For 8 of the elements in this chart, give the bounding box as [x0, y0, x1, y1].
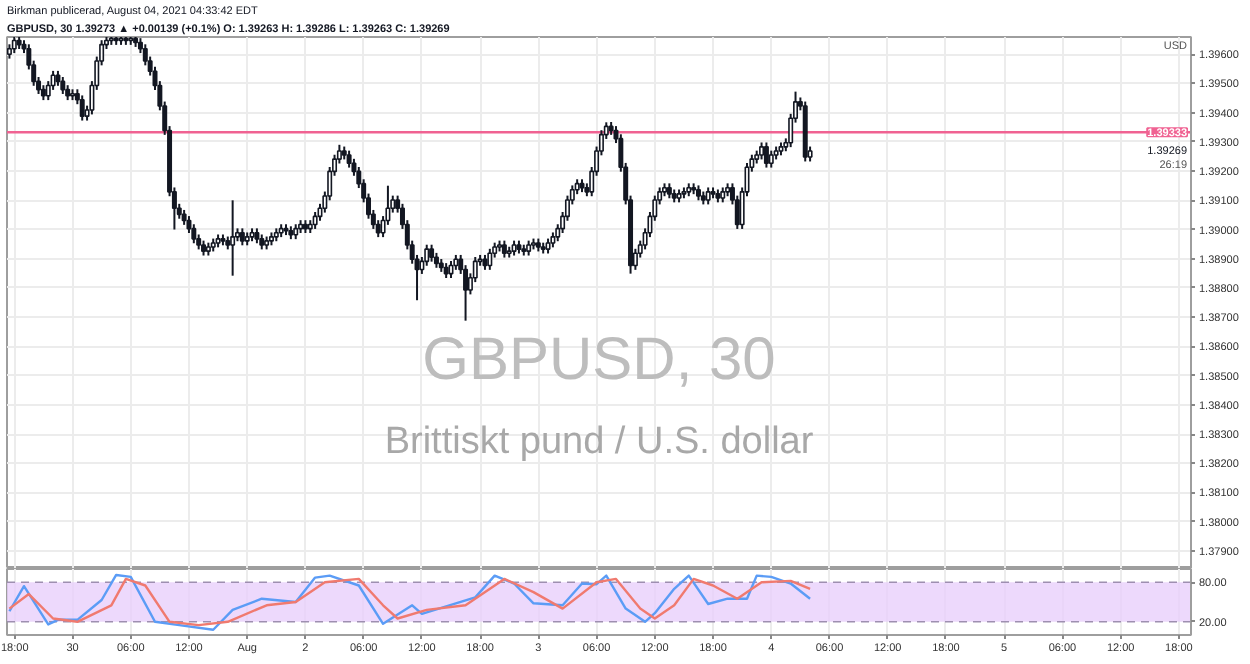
candlestick [230, 199, 236, 277]
candlestick [191, 223, 197, 245]
candlestick [763, 141, 769, 169]
annotation: GBPUSD, 30 [422, 327, 776, 394]
candlestick [79, 94, 85, 122]
annotation: Brittiskt pund / U.S. dollar [384, 420, 815, 463]
candlestick [424, 243, 430, 267]
candlestick [487, 247, 493, 271]
